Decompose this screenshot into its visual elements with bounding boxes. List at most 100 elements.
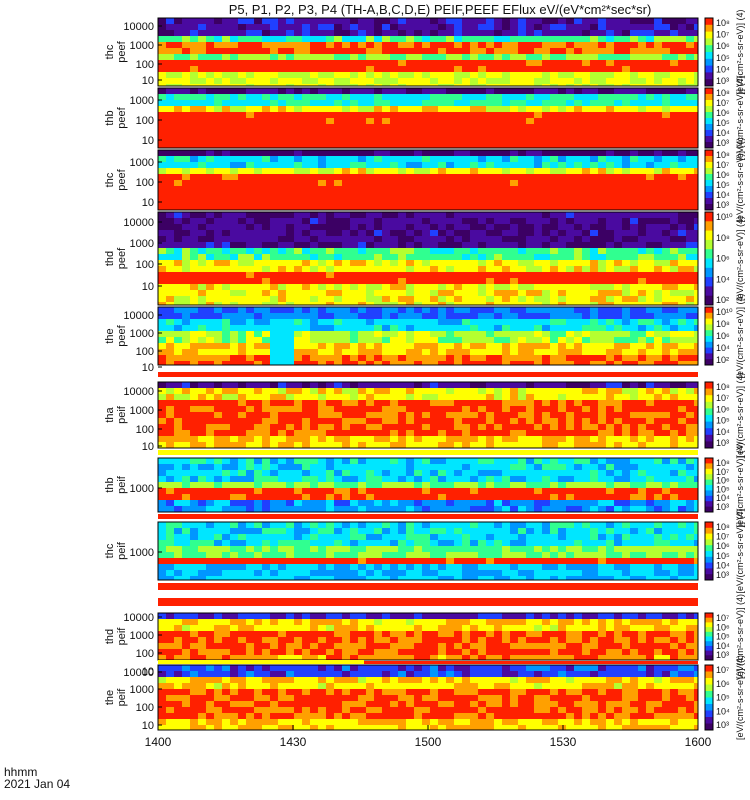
spectrogram-cell <box>190 180 198 186</box>
spectrogram-cell <box>230 106 238 112</box>
spectrogram-cell <box>238 212 246 218</box>
spectrogram-cell <box>446 260 454 266</box>
spectrogram-cell <box>374 72 382 78</box>
spectrogram-cell <box>278 290 286 296</box>
spectrogram-cell <box>630 66 638 72</box>
spectrogram-cell <box>462 78 470 84</box>
spectrogram-cell <box>630 290 638 296</box>
spectrogram-cell <box>318 400 326 406</box>
spectrogram-cell <box>254 394 262 400</box>
colorbar-segment <box>705 106 713 109</box>
spectrogram-cell <box>414 248 422 254</box>
spectrogram-cell <box>254 180 262 186</box>
spectrogram-cell <box>302 218 310 224</box>
spectrogram-cell <box>430 100 438 106</box>
spectrogram-cell <box>326 296 334 302</box>
spectrogram-cell <box>166 130 174 136</box>
spectrogram-cell <box>438 112 446 118</box>
spectrogram-cell <box>462 325 470 331</box>
spectrogram-cell <box>302 24 310 30</box>
spectrogram-cell <box>358 230 366 236</box>
spectrogram-cell <box>390 400 398 406</box>
spectrogram-cell <box>670 349 678 355</box>
spectrogram-cell <box>438 106 446 112</box>
spectrogram-cell <box>542 118 550 124</box>
spectrogram-cell <box>518 290 526 296</box>
spectrogram-cell <box>286 400 294 406</box>
colorbar-segment <box>705 421 713 425</box>
spectrogram-cell <box>214 442 222 448</box>
spectrogram-cell <box>670 442 678 448</box>
spectrogram-cell <box>662 118 670 124</box>
spectrogram-cell <box>494 212 502 218</box>
colorbar-segment <box>705 22 713 26</box>
spectrogram-cell <box>654 42 662 48</box>
spectrogram-cell <box>310 394 318 400</box>
spectrogram-cell <box>174 100 182 106</box>
spectrogram-cell <box>238 302 246 305</box>
spectrogram-cell <box>366 242 374 248</box>
spectrogram-cell <box>390 60 398 66</box>
colorbar-segment <box>705 221 713 225</box>
spectrogram-cell <box>694 212 698 218</box>
spectrogram-cell <box>446 106 454 112</box>
colorbar-segment <box>705 208 713 211</box>
spectrogram-cell <box>230 313 238 319</box>
spectrogram-cell <box>670 42 678 48</box>
spectrogram-cell <box>654 218 662 224</box>
spectrogram-cell <box>534 150 542 156</box>
spectrogram-cell <box>190 150 198 156</box>
panel-frame <box>157 306 699 366</box>
spectrogram-cell <box>278 84 286 86</box>
spectrogram-cell <box>350 42 358 48</box>
spectrogram-cell <box>574 100 582 106</box>
spectrogram-cell <box>662 24 670 30</box>
spectrogram-cell <box>334 361 342 365</box>
spectrogram-cell <box>534 112 542 118</box>
spectrogram-cell <box>334 150 342 156</box>
spectrogram-cell <box>534 242 542 248</box>
spectrogram-cell <box>678 266 686 272</box>
spectrogram-cell <box>598 30 606 36</box>
spectrogram-cell <box>286 278 294 284</box>
spectrogram-cell <box>270 66 278 72</box>
spectrogram-cell <box>214 260 222 266</box>
spectrogram-cell <box>678 388 686 394</box>
spectrogram-cell <box>438 136 446 142</box>
spectrogram-cell <box>230 424 238 430</box>
spectrogram-cell <box>238 48 246 54</box>
spectrogram-cell <box>158 278 166 284</box>
spectrogram-cell <box>350 406 358 412</box>
spectrogram-cell <box>342 100 350 106</box>
spectrogram-cell <box>302 272 310 278</box>
spectrogram-cell <box>422 400 430 406</box>
panel-y-label: the <box>104 328 116 343</box>
spectrogram-cell <box>302 424 310 430</box>
spectrogram-cell <box>310 156 318 162</box>
spectrogram-cell <box>214 313 222 319</box>
spectrogram-cell <box>438 430 446 436</box>
spectrogram-cell <box>478 94 486 100</box>
spectrogram-cell <box>286 331 294 337</box>
colorbar-segment <box>705 98 713 101</box>
spectrogram-cell <box>206 278 214 284</box>
spectrogram-cell <box>574 186 582 192</box>
spectrogram-cell <box>206 136 214 142</box>
spectrogram-cell <box>454 118 462 124</box>
spectrogram-cell <box>406 24 414 30</box>
spectrogram-cell <box>510 136 518 142</box>
spectrogram-cell <box>382 343 390 349</box>
spectrogram-cell <box>446 136 454 142</box>
spectrogram-cell <box>342 78 350 84</box>
spectrogram-cell <box>326 78 334 84</box>
spectrogram-cell <box>646 162 654 168</box>
spectrogram-cell <box>694 18 698 24</box>
spectrogram-cell <box>454 302 462 305</box>
spectrogram-cell <box>502 400 510 406</box>
spectrogram-cell <box>310 180 318 186</box>
spectrogram-cell <box>478 118 486 124</box>
spectrogram-cell <box>206 192 214 198</box>
spectrogram-cell <box>678 272 686 278</box>
spectrogram-cell <box>422 242 430 248</box>
spectrogram-cell <box>302 436 310 442</box>
